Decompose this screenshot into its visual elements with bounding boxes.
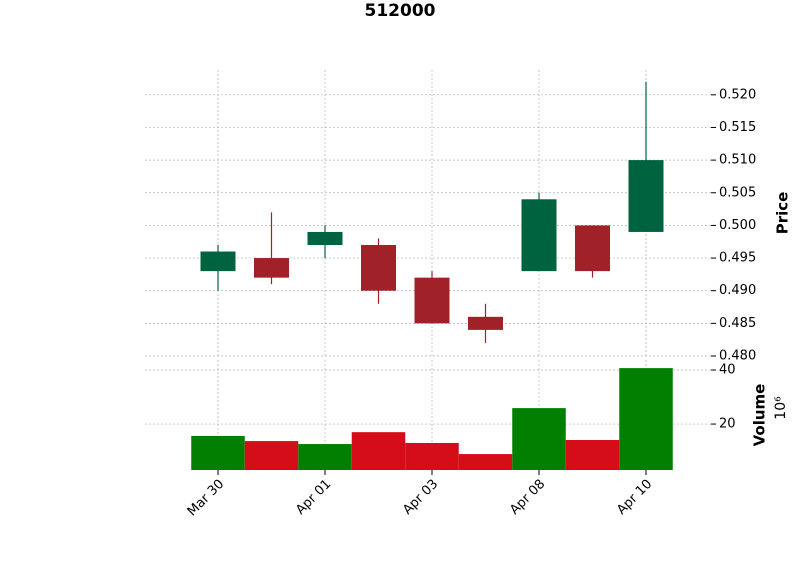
x-tick-label: Mar 30 xyxy=(185,477,228,520)
candle-body xyxy=(414,277,450,324)
volume-bar xyxy=(405,442,459,470)
volume-bar xyxy=(512,408,566,470)
volume-offset-label: 10⁶ xyxy=(773,396,789,420)
candle-body xyxy=(254,258,289,278)
y-tick-label: 0.490 xyxy=(719,283,756,298)
candle-body xyxy=(200,251,236,272)
y-tick-label: 0.505 xyxy=(719,185,756,200)
volume-bar xyxy=(565,440,620,470)
volume-bar xyxy=(244,441,299,470)
y-tick-label: 0.520 xyxy=(719,87,756,102)
volume-bar xyxy=(351,432,406,470)
x-tick-label: Apr 10 xyxy=(614,477,655,518)
volume-bar xyxy=(458,454,513,470)
volume-bar xyxy=(619,368,673,470)
x-tick-label: Apr 03 xyxy=(400,477,441,518)
y-tick-label: 40 xyxy=(719,363,736,378)
candle-body xyxy=(307,231,343,245)
y-tick-label: 0.495 xyxy=(719,251,756,266)
candle-body xyxy=(628,160,664,232)
y-tick-label: 0.480 xyxy=(719,349,756,364)
y-tick-label: 0.515 xyxy=(719,120,756,135)
y-axis-label: Price xyxy=(774,192,792,235)
volume-bar xyxy=(298,444,352,470)
y-tick-label: 20 xyxy=(719,417,736,432)
x-tick-label: Apr 01 xyxy=(293,477,334,518)
candle-body xyxy=(468,316,503,330)
chart-title: 512000 xyxy=(365,1,436,21)
volume-axis-label: Volume xyxy=(751,384,769,447)
candle-body xyxy=(521,199,557,272)
y-tick-label: 0.510 xyxy=(719,153,756,168)
y-tick-label: 0.485 xyxy=(719,316,756,331)
volume-bar xyxy=(191,435,245,470)
candle-body xyxy=(361,244,396,291)
x-tick-label: Apr 08 xyxy=(507,477,548,518)
candle-body xyxy=(575,225,610,272)
y-tick-label: 0.500 xyxy=(719,218,756,233)
